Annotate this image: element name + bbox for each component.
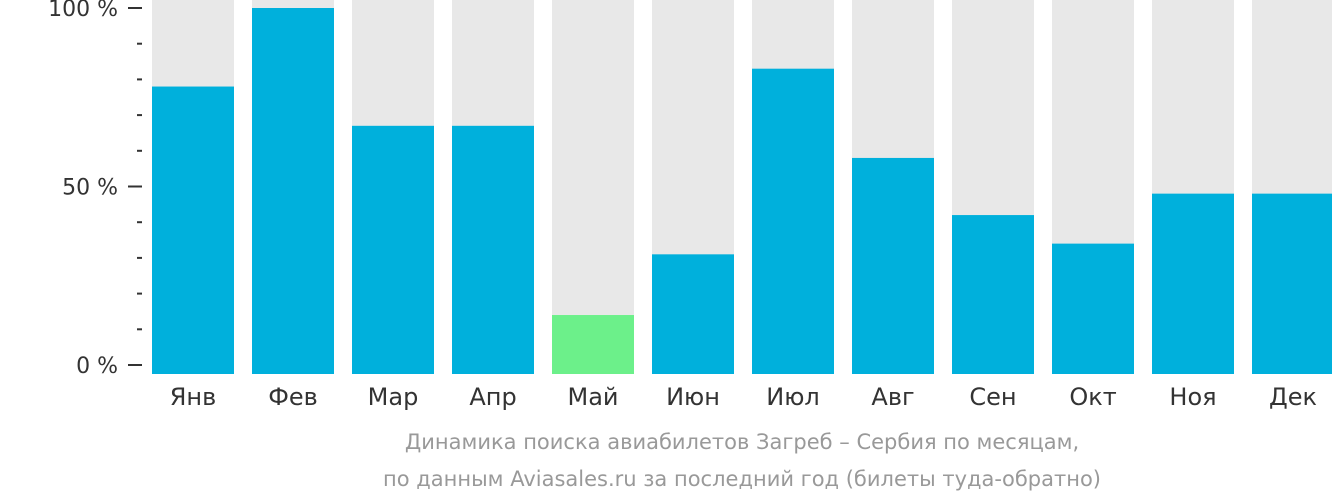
x-tick-label: Июл — [766, 383, 820, 411]
bar-background — [552, 0, 634, 374]
x-tick-label: Авг — [871, 383, 914, 411]
x-tick-label: Окт — [1069, 383, 1116, 411]
y-axis: 0 % 50 % 100 % — [48, 0, 142, 379]
chart-caption-line-1: Динамика поиска авиабилетов Загреб – Сер… — [404, 430, 1080, 454]
bar-1 — [152, 86, 234, 374]
bar-9 — [952, 215, 1034, 374]
x-tick-label: Мар — [368, 383, 419, 411]
bar-6 — [652, 254, 734, 374]
chart-caption-line-2: по данным Aviasales.ru за последний год … — [383, 467, 1101, 491]
bar-7 — [752, 68, 834, 374]
bar-4 — [452, 125, 534, 374]
x-tick-label: Ноя — [1169, 383, 1216, 411]
y-tick-label: 50 % — [62, 176, 118, 201]
bar-3 — [352, 125, 434, 374]
bar-8 — [852, 157, 934, 374]
bar-5 — [552, 315, 634, 374]
y-tick-label: 100 % — [48, 0, 118, 22]
x-tick-label: Май — [567, 383, 618, 411]
x-tick-label: Янв — [170, 383, 217, 411]
y-tick-label: 0 % — [76, 354, 118, 379]
bar-2 — [252, 8, 334, 374]
x-tick-label: Июн — [666, 383, 720, 411]
x-tick-label: Дек — [1269, 383, 1317, 411]
x-axis-labels: Янв Фев Мар Апр Май Июн Июл Авг Сен Окт Ноя Дек — [170, 383, 1317, 411]
x-tick-label: Сен — [969, 383, 1016, 411]
x-tick-label: Фев — [268, 383, 318, 411]
bar-12 — [1252, 193, 1332, 374]
bar-11 — [1152, 193, 1234, 374]
bars — [152, 0, 1332, 374]
bar-10 — [1052, 243, 1134, 374]
x-tick-label: Апр — [469, 383, 516, 411]
